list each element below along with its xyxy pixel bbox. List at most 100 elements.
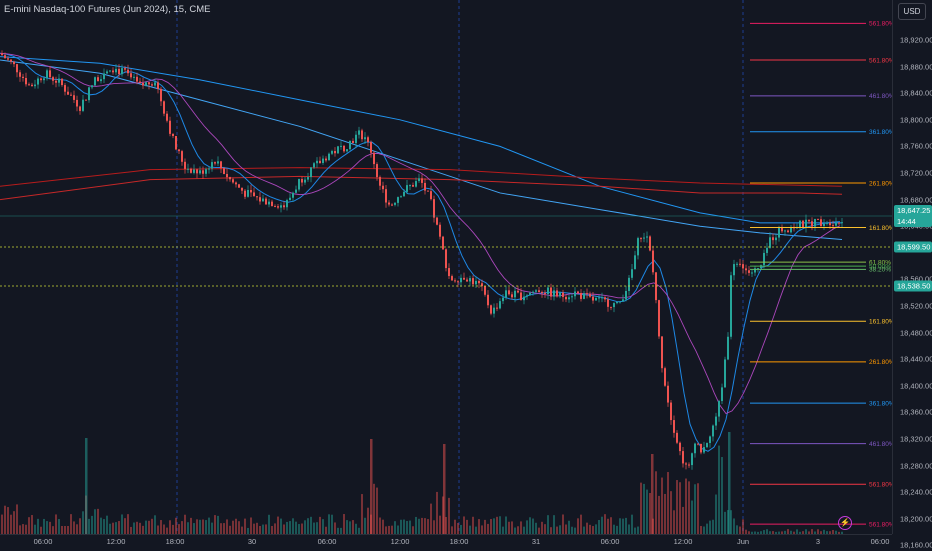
candle-body — [187, 168, 189, 170]
volume-bar — [145, 520, 147, 534]
volume-bar — [802, 531, 804, 534]
candle-body — [31, 84, 33, 87]
candle-body — [442, 236, 444, 250]
candle-body — [352, 140, 354, 144]
volume-bar — [712, 519, 714, 534]
price-tick: 18,200.00 — [900, 514, 932, 524]
volume-bar — [439, 515, 441, 534]
volume-bar — [190, 517, 192, 534]
candle-body — [694, 443, 696, 454]
currency-button[interactable]: USD — [898, 3, 926, 20]
volume-bar — [613, 524, 615, 534]
candle-body — [115, 68, 117, 73]
candle-body — [142, 82, 144, 86]
candle-body — [496, 307, 498, 309]
volume-bar — [451, 526, 453, 534]
candle-body — [469, 278, 471, 282]
volume-bar — [79, 518, 81, 534]
candle-body — [250, 189, 252, 193]
candle-body — [277, 206, 279, 208]
candle-body — [751, 272, 753, 274]
candle-body — [745, 268, 747, 271]
candle-body — [556, 290, 558, 297]
candle-body — [772, 237, 774, 241]
volume-bar — [124, 518, 126, 534]
candle-body — [334, 151, 336, 154]
volume-bar — [832, 529, 834, 534]
candle-body — [265, 198, 267, 205]
volume-bar — [658, 495, 660, 534]
volume-bar — [829, 531, 831, 534]
candle-body — [544, 292, 546, 295]
candle-body — [232, 179, 234, 183]
candle-body — [7, 58, 9, 60]
price-tick: 18,320.00 — [900, 434, 932, 444]
volume-bar — [472, 516, 474, 534]
fib-level-label: 261.80% — [869, 180, 892, 187]
time-tick: 06:00 — [33, 537, 53, 546]
volume-bar — [580, 514, 582, 534]
volume-bar — [778, 531, 780, 534]
candle-body — [454, 280, 456, 282]
volume-bar — [424, 518, 426, 534]
fib-level-label: 561.80% — [869, 57, 892, 64]
candle-body — [517, 290, 519, 293]
price-tick: 18,480.00 — [900, 328, 932, 338]
candle-body — [139, 81, 141, 83]
candle-body — [82, 99, 84, 111]
candle-body — [415, 181, 417, 187]
candle-body — [583, 293, 585, 299]
volume-bar — [526, 520, 528, 534]
volume-bar — [745, 529, 747, 534]
candle-body — [388, 202, 390, 205]
price-chart[interactable]: 561.80% 561.80% 461.80% 361.80% 261.80% 161.8… — [0, 0, 892, 534]
volume-bar — [841, 531, 843, 534]
volume-bar — [130, 526, 132, 534]
candle-body — [190, 168, 192, 173]
volume-bar — [481, 525, 483, 534]
volume-bar — [532, 518, 534, 534]
volume-bar — [427, 519, 429, 534]
candle-body — [160, 88, 162, 102]
volume-bar — [355, 523, 357, 534]
candle-body — [535, 290, 537, 292]
volume-bar — [148, 520, 150, 534]
volume-bar — [592, 526, 594, 534]
volume-bar — [505, 516, 507, 534]
candle-body — [229, 177, 231, 180]
ma-slow-purple — [0, 52, 841, 415]
fibonacci-extension[interactable]: 561.80% 561.80% 461.80% 361.80% 261.80% 161.8… — [750, 21, 892, 529]
candle-body — [676, 432, 678, 443]
candle-body — [619, 301, 621, 303]
candle-body — [28, 84, 30, 86]
volume-bar — [637, 526, 639, 534]
volume-bar — [772, 531, 774, 534]
candle-body — [520, 292, 522, 301]
candle-body — [538, 290, 540, 292]
fib-level-label: 261.80% — [869, 359, 892, 366]
candle-body — [379, 177, 381, 186]
volume-bar — [226, 519, 228, 534]
candle-body — [4, 55, 6, 59]
time-tick: 30 — [247, 537, 257, 546]
candle-body — [679, 442, 681, 452]
candle-body — [814, 218, 816, 227]
symbol-title[interactable]: E-mini Nasdaq-100 Futures (Jun 2024), 15… — [4, 4, 211, 15]
volume-bar — [589, 524, 591, 534]
candle-body — [394, 202, 396, 205]
candle-body — [574, 291, 576, 297]
ma-mid-blue — [0, 59, 843, 240]
ma-red-1 — [0, 175, 843, 201]
volume-bar — [262, 524, 264, 534]
price-axis[interactable] — [892, 0, 932, 534]
time-axis[interactable] — [0, 534, 892, 551]
volume-bar — [520, 521, 522, 534]
volume-bar — [100, 517, 102, 534]
candle-body — [562, 292, 564, 297]
volume-bar — [133, 522, 135, 534]
lightning-icon[interactable]: ⚡ — [838, 516, 852, 530]
candlesticks[interactable] — [1, 50, 843, 470]
volume-bar — [88, 518, 90, 534]
candle-body — [805, 219, 807, 228]
volume-bar — [166, 527, 168, 534]
